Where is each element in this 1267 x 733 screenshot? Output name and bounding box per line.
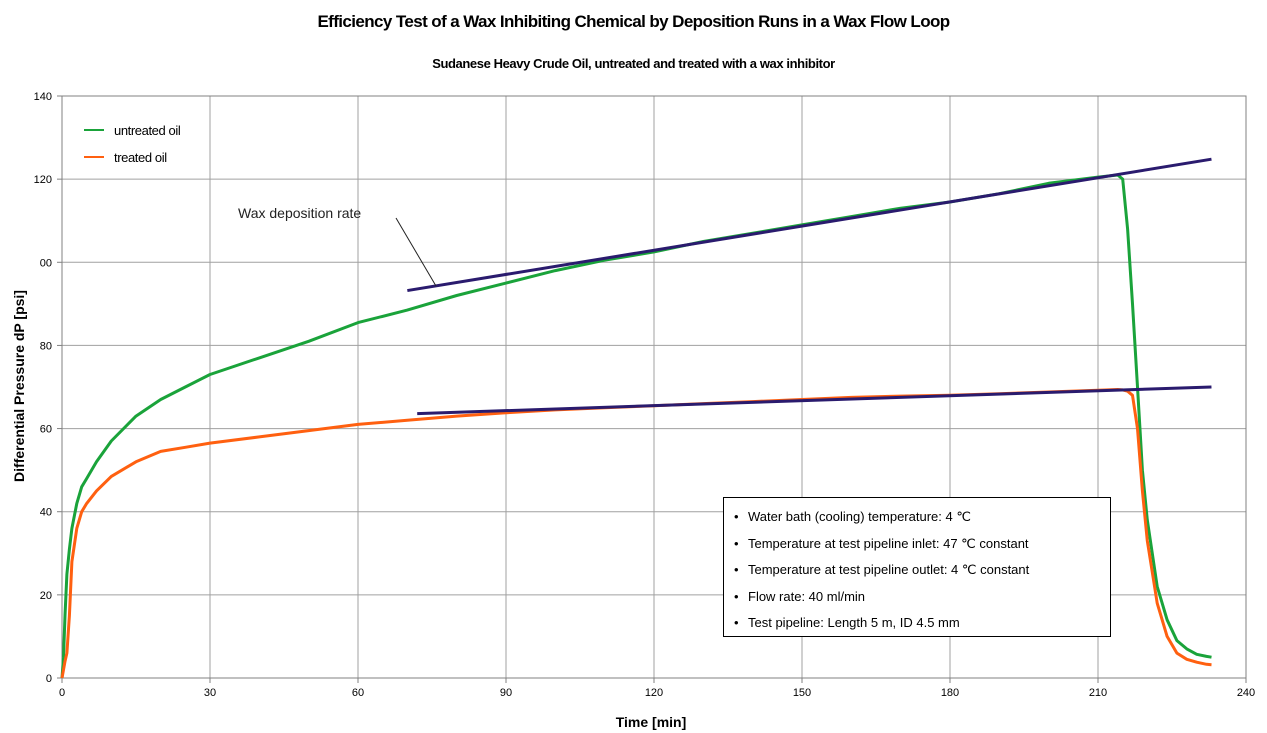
y-tick-label: 120	[34, 174, 52, 186]
condition-item: Water bath (cooling) temperature: 4 ℃	[734, 504, 1110, 531]
x-tick-label: 30	[204, 687, 216, 699]
trend-lines	[407, 157, 1212, 416]
trend-line	[407, 157, 1212, 293]
trend-line	[417, 385, 1212, 416]
x-tick-label: 60	[352, 687, 364, 699]
legend: untreated oil treated oil	[84, 123, 181, 165]
y-axis-label: Differential Pressure dP [psi]	[11, 290, 27, 482]
y-tick-label: 20	[40, 590, 52, 602]
x-tick-label: 240	[1237, 687, 1255, 699]
annotation-wax-deposition-rate: Wax deposition rate	[238, 205, 361, 221]
x-axis-label: Time [min]	[616, 714, 687, 730]
chart-title: Efficiency Test of a Wax Inhibiting Chem…	[317, 12, 950, 31]
condition-item: Temperature at test pipeline inlet: 47 ℃…	[734, 531, 1110, 558]
condition-item: Temperature at test pipeline outlet: 4 ℃…	[734, 557, 1110, 584]
condition-item: Test pipeline: Length 5 m, ID 4.5 mm	[734, 610, 1110, 637]
legend-label: treated oil	[114, 150, 167, 165]
y-tick-label: 0	[46, 673, 52, 685]
y-tick-label: 00	[40, 257, 52, 269]
y-tick-label: 140	[34, 91, 52, 103]
annotation-leader-line	[395, 217, 437, 287]
x-tick-label: 150	[793, 687, 811, 699]
x-tick-label: 90	[500, 687, 512, 699]
axis-ticks: 0 30 60 90 120 150 180 210 240 0 20 40 60 80 00 120 140	[34, 91, 1256, 699]
chart-subtitle: Sudanese Heavy Crude Oil, untreated and …	[432, 56, 835, 71]
x-tick-label: 120	[645, 687, 663, 699]
x-tick-label: 210	[1089, 687, 1107, 699]
condition-item: Flow rate: 40 ml/min	[734, 584, 1110, 611]
x-tick-label: 0	[59, 687, 65, 699]
legend-label: untreated oil	[114, 123, 181, 138]
y-tick-label: 60	[40, 424, 52, 436]
series-line-untreated-oil	[60, 173, 1212, 679]
test-conditions-list: Water bath (cooling) temperature: 4 ℃ Te…	[734, 504, 1110, 637]
y-tick-label: 40	[40, 507, 52, 519]
y-tick-label: 80	[40, 340, 52, 352]
x-tick-label: 180	[941, 687, 959, 699]
test-conditions-box: Water bath (cooling) temperature: 4 ℃ Te…	[723, 497, 1111, 637]
